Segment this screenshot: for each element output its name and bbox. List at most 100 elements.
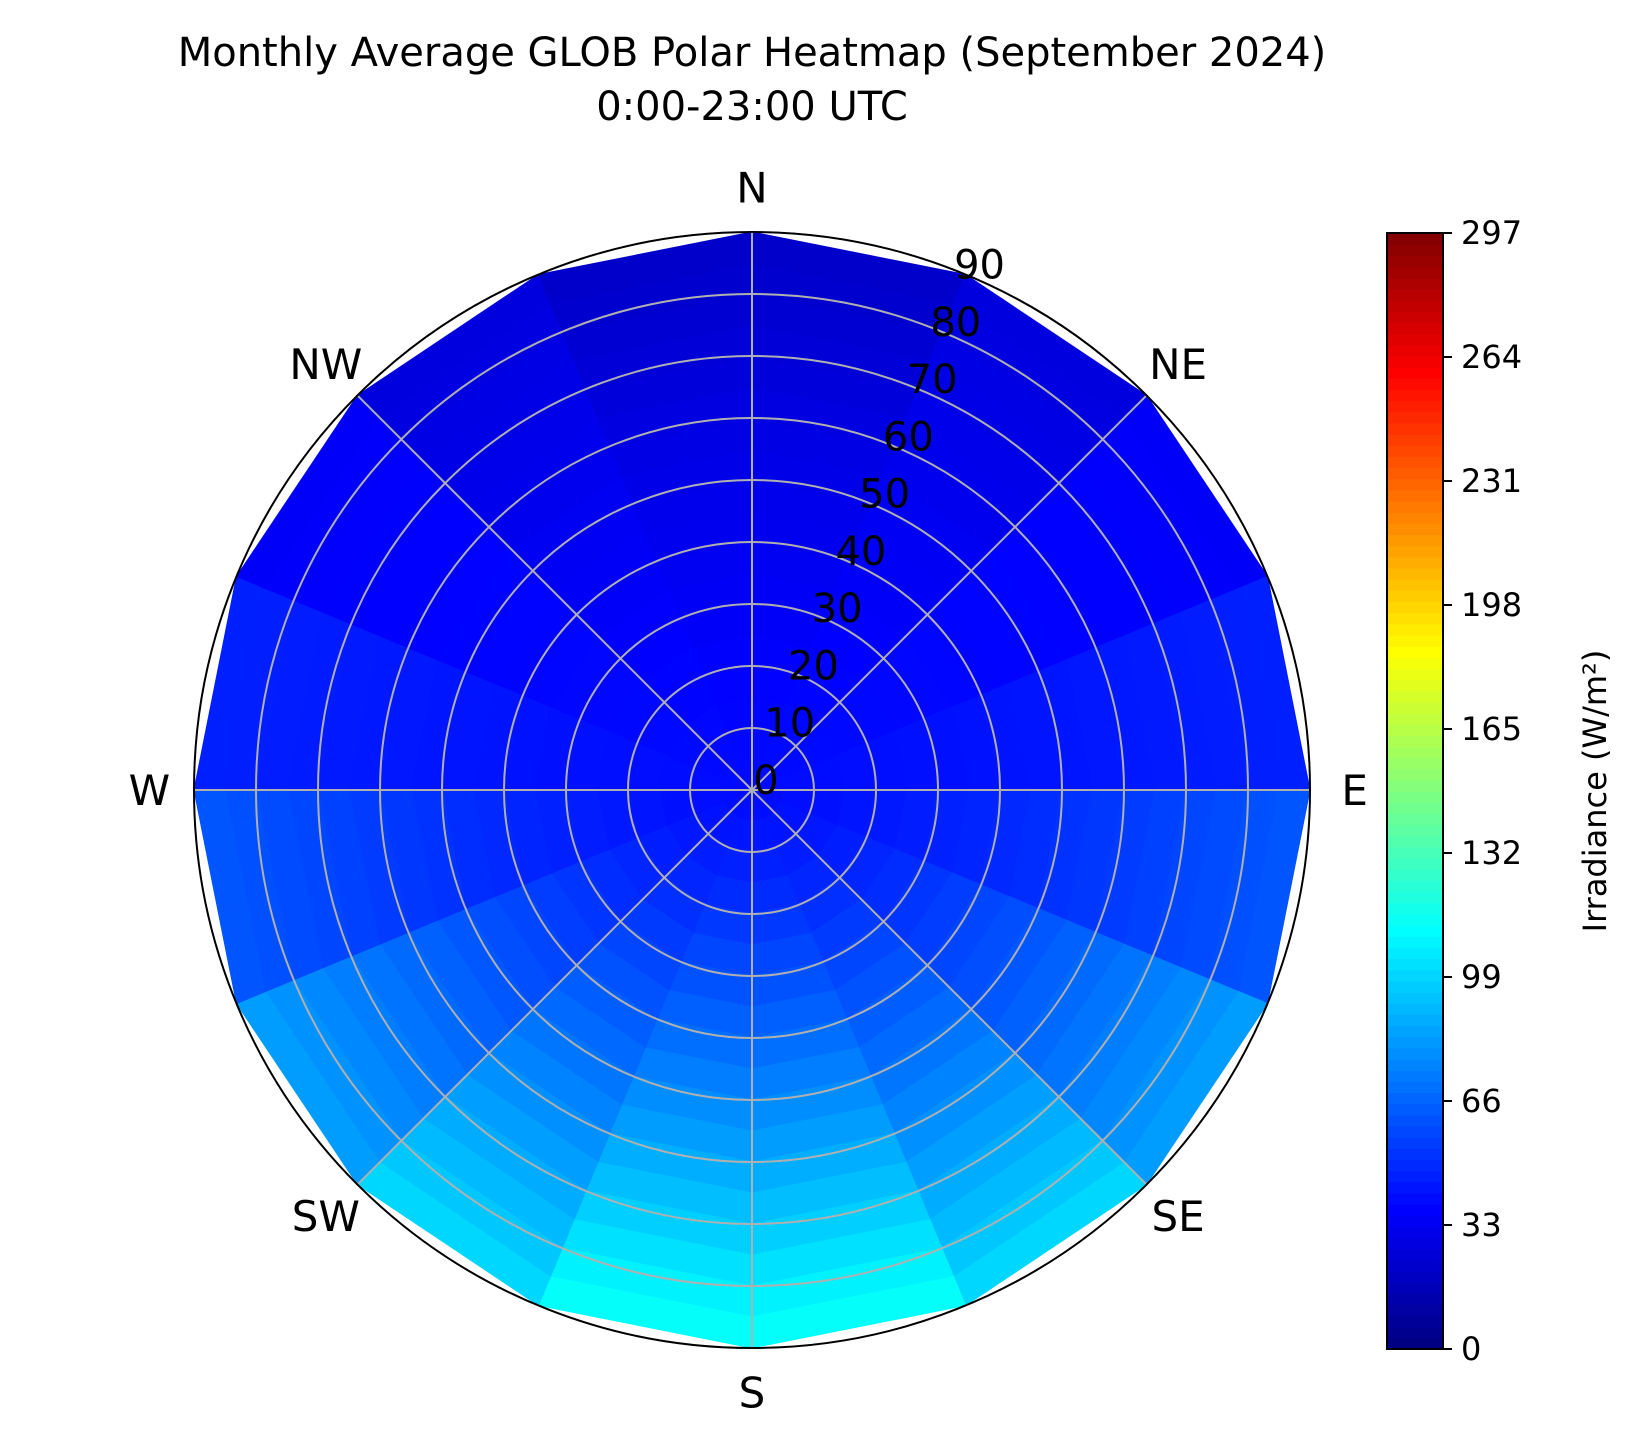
colorbar-band <box>1387 1337 1443 1350</box>
colorbar-band <box>1387 746 1443 759</box>
colorbar-band <box>1387 344 1443 357</box>
colorbar-band <box>1387 1315 1443 1328</box>
colorbar-band <box>1387 902 1443 915</box>
colorbar-band <box>1387 233 1443 245</box>
direction-label: NE <box>1149 340 1207 389</box>
colorbar: 0 33 66 99 132 165 198 231 264 297 Irradiance (W/… <box>1386 214 1614 1368</box>
colorbar-tick-label: 99 <box>1461 958 1502 996</box>
colorbar-band <box>1387 1092 1443 1105</box>
colorbar-band <box>1387 411 1443 424</box>
azimuth-grid-line <box>356 789 753 1186</box>
azimuth-grid-line <box>751 394 1148 791</box>
colorbar-band <box>1387 1025 1443 1038</box>
colorbar-band <box>1387 869 1443 882</box>
colorbar-band <box>1387 578 1443 591</box>
colorbar-band <box>1387 500 1443 513</box>
colorbar-band <box>1387 880 1443 893</box>
colorbar-band <box>1387 1203 1443 1216</box>
colorbar-band <box>1387 288 1443 301</box>
colorbar-band <box>1387 1170 1443 1183</box>
chart-title: Monthly Average GLOB Polar Heatmap (Sept… <box>178 30 1327 76</box>
colorbar-band <box>1387 1304 1443 1317</box>
colorbar-band <box>1387 389 1443 402</box>
colorbar-band <box>1387 980 1443 993</box>
heatmap-cell <box>537 232 753 304</box>
colorbar-band <box>1387 1192 1443 1205</box>
colorbar-tick-label: 297 <box>1461 214 1522 252</box>
colorbar-band <box>1387 1103 1443 1116</box>
colorbar-band <box>1387 355 1443 368</box>
colorbar-band <box>1387 422 1443 435</box>
colorbar-band <box>1387 768 1443 781</box>
plot-outline <box>193 231 1311 1349</box>
colorbar-band <box>1387 991 1443 1004</box>
colorbar-band <box>1387 534 1443 547</box>
azimuth-grid-line <box>751 789 1148 1186</box>
colorbar-band <box>1387 467 1443 480</box>
colorbar-tick-label: 132 <box>1461 834 1522 872</box>
radial-tick-label: 20 <box>788 643 839 689</box>
colorbar-band <box>1387 645 1443 658</box>
colorbar-band <box>1387 679 1443 692</box>
radial-tick-label: 50 <box>859 472 910 518</box>
radial-tick-label: 80 <box>930 300 981 346</box>
colorbar-band <box>1387 1181 1443 1194</box>
colorbar-band <box>1387 1293 1443 1306</box>
colorbar-tick-label: 66 <box>1461 1082 1502 1120</box>
colorbar-band <box>1387 556 1443 569</box>
direction-label: SE <box>1152 1192 1205 1241</box>
colorbar-band <box>1387 567 1443 580</box>
colorbar-band <box>1387 545 1443 558</box>
direction-label: N <box>736 163 767 212</box>
colorbar-band <box>1387 891 1443 904</box>
radial-tick-labels: 0 10 20 30 40 50 60 70 80 90 <box>753 242 1005 804</box>
colorbar-band <box>1387 266 1443 279</box>
colorbar-band <box>1387 1081 1443 1094</box>
colorbar-band <box>1387 590 1443 603</box>
azimuth-grid-line <box>356 394 753 791</box>
colorbar-tick-label: 231 <box>1461 462 1522 500</box>
colorbar-tick-label: 264 <box>1461 338 1522 376</box>
radial-tick-label: 0 <box>753 758 778 804</box>
colorbar-band <box>1387 366 1443 379</box>
colorbar-band <box>1387 1326 1443 1339</box>
heatmap-cell <box>751 1276 967 1348</box>
colorbar-tick-label: 198 <box>1461 586 1522 624</box>
colorbar-band <box>1387 690 1443 703</box>
radial-tick-label: 10 <box>764 701 815 747</box>
colorbar-band <box>1387 701 1443 714</box>
colorbar-label: Irradiance (W/m²) <box>1576 650 1614 933</box>
radial-tick-label: 40 <box>835 529 886 575</box>
colorbar-band <box>1387 958 1443 971</box>
colorbar-band <box>1387 824 1443 837</box>
colorbar-band <box>1387 277 1443 290</box>
heatmap-cell <box>194 789 266 1005</box>
direction-label: W <box>129 766 171 815</box>
colorbar-band <box>1387 623 1443 636</box>
direction-label: NW <box>289 340 362 389</box>
colorbar-band <box>1387 255 1443 268</box>
colorbar-band <box>1387 969 1443 982</box>
colorbar-tick-label: 0 <box>1461 1330 1481 1368</box>
radial-tick-label: 90 <box>954 242 1005 288</box>
colorbar-band <box>1387 712 1443 725</box>
colorbar-band <box>1387 936 1443 949</box>
colorbar-band <box>1387 1047 1443 1060</box>
colorbar-band <box>1387 924 1443 937</box>
colorbar-band <box>1387 400 1443 413</box>
colorbar-band <box>1387 311 1443 324</box>
direction-labels: N NE E SE S SW W NW <box>129 163 1368 1417</box>
colorbar-band <box>1387 1003 1443 1015</box>
heatmap-cells <box>194 232 1310 1348</box>
colorbar-band <box>1387 1159 1443 1172</box>
colorbar-band <box>1387 802 1443 815</box>
colorbar-band <box>1387 433 1443 446</box>
colorbar-band <box>1387 299 1443 312</box>
colorbar-band <box>1387 478 1443 491</box>
colorbar-band <box>1387 724 1443 736</box>
colorbar-band <box>1387 657 1443 670</box>
colorbar-band <box>1387 1058 1443 1071</box>
colorbar-band <box>1387 813 1443 826</box>
colorbar-tick-label: 33 <box>1461 1206 1502 1244</box>
